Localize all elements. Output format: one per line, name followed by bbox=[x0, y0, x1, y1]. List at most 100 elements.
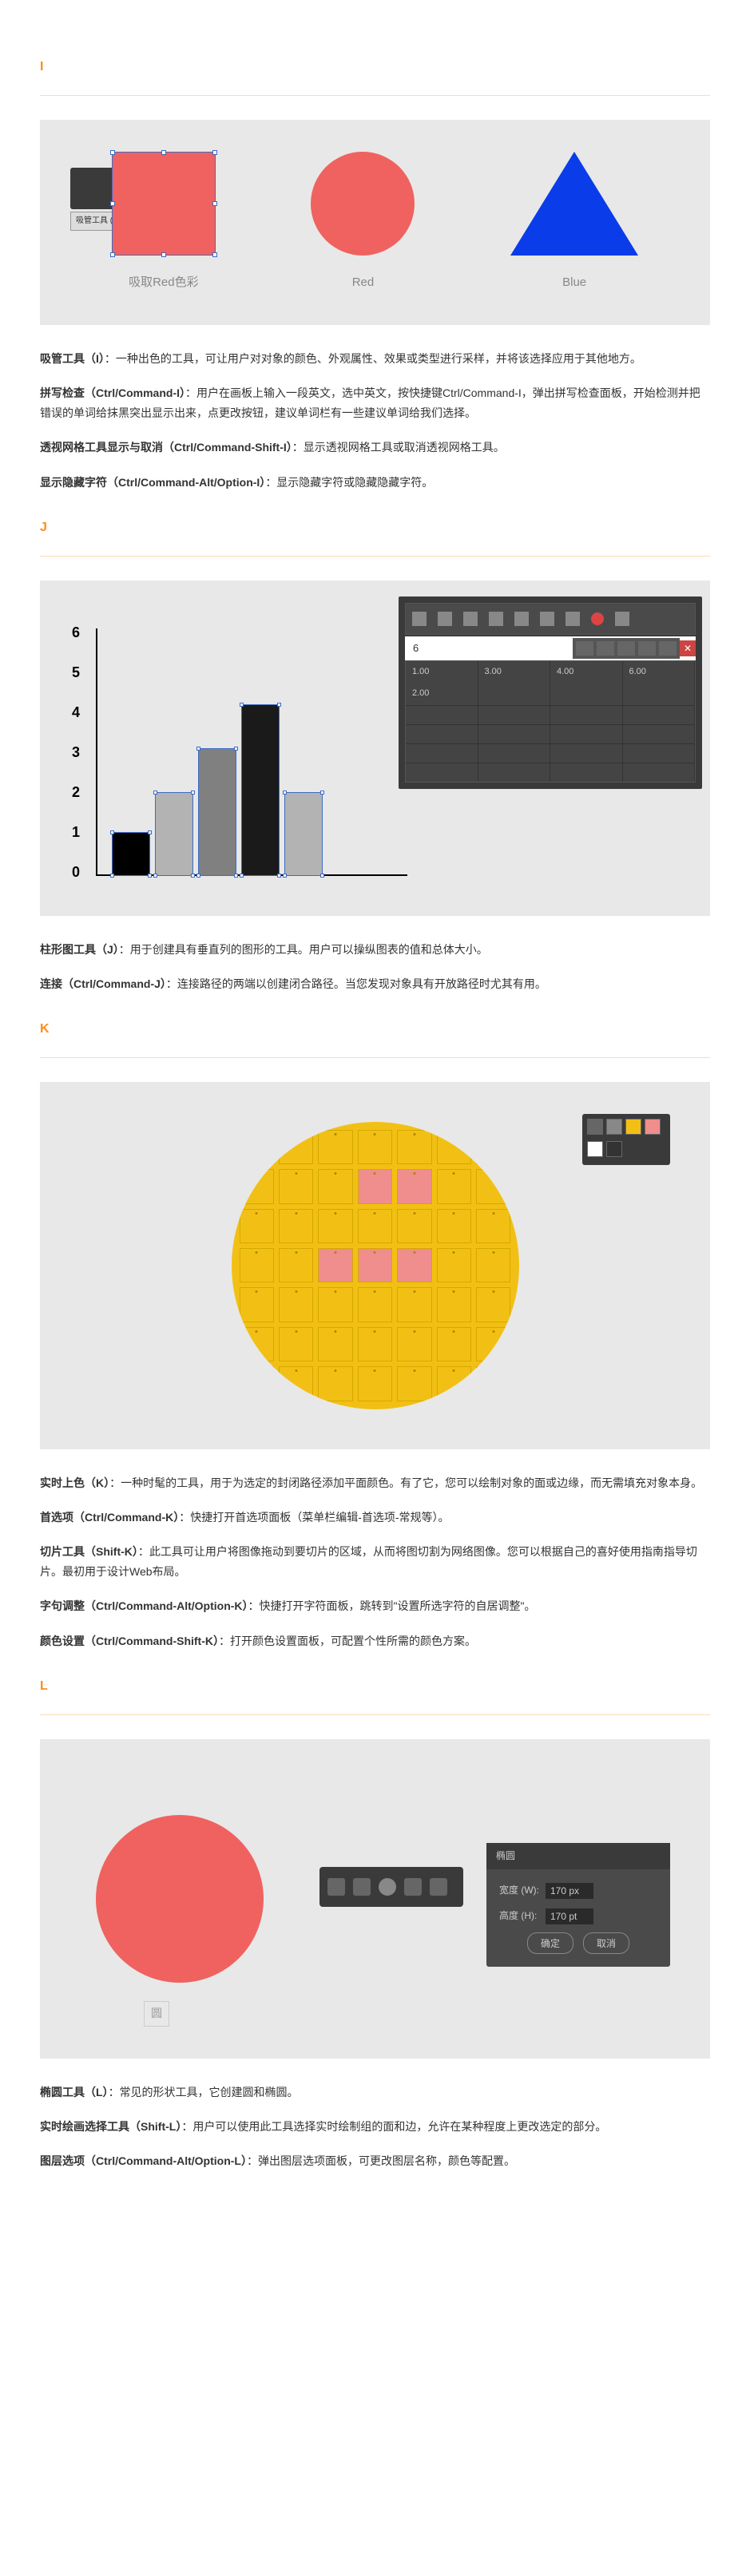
paint-tile[interactable] bbox=[279, 1287, 313, 1322]
paint-tile[interactable] bbox=[397, 1287, 431, 1322]
pie-chart-icon[interactable] bbox=[565, 612, 580, 626]
paint-tile[interactable] bbox=[397, 1209, 431, 1243]
swatch[interactable] bbox=[587, 1141, 603, 1157]
polygon-tool-icon[interactable] bbox=[404, 1878, 422, 1896]
paint-tile[interactable] bbox=[437, 1366, 471, 1401]
table-header-cell[interactable]: 6.00 bbox=[623, 661, 696, 684]
paint-tile[interactable] bbox=[279, 1327, 313, 1361]
paint-tile[interactable] bbox=[318, 1209, 352, 1243]
close-button[interactable]: ✕ bbox=[680, 640, 696, 656]
paint-tile[interactable] bbox=[397, 1366, 431, 1401]
paint-tile[interactable] bbox=[476, 1209, 510, 1243]
paint-tile[interactable] bbox=[318, 1130, 352, 1164]
paint-tile[interactable] bbox=[358, 1248, 392, 1282]
stacked-chart-icon[interactable] bbox=[438, 612, 452, 626]
paint-tile[interactable] bbox=[437, 1248, 471, 1282]
paint-tile[interactable] bbox=[279, 1248, 313, 1282]
swatch[interactable] bbox=[645, 1119, 661, 1135]
paint-tile[interactable] bbox=[318, 1248, 352, 1282]
column-chart-icon[interactable] bbox=[412, 612, 427, 626]
paint-tile[interactable] bbox=[279, 1169, 313, 1203]
table-cell[interactable] bbox=[478, 683, 551, 705]
table-header-cell[interactable]: 4.00 bbox=[550, 661, 623, 684]
paint-tile[interactable] bbox=[240, 1169, 274, 1203]
swap-button[interactable] bbox=[617, 641, 635, 656]
swatch[interactable] bbox=[625, 1119, 641, 1135]
table-cell[interactable] bbox=[623, 683, 696, 705]
paint-tile[interactable] bbox=[279, 1366, 313, 1401]
transpose-button[interactable] bbox=[597, 641, 614, 656]
chart-type-icons[interactable] bbox=[405, 603, 696, 635]
ellipse-tool-icon[interactable] bbox=[379, 1878, 396, 1896]
paint-tile[interactable] bbox=[476, 1327, 510, 1361]
paint-tile[interactable] bbox=[318, 1366, 352, 1401]
paint-tile[interactable] bbox=[476, 1287, 510, 1322]
table-header-cell[interactable]: 1.00 bbox=[406, 661, 478, 684]
settings-icon[interactable] bbox=[615, 612, 629, 626]
paint-tile[interactable] bbox=[318, 1327, 352, 1361]
graph-data-panel[interactable]: 6 ✕ 1.00 3.00 4.00 6.00 2.00 bbox=[399, 596, 702, 790]
paint-tile[interactable] bbox=[279, 1209, 313, 1243]
paint-tile[interactable] bbox=[358, 1130, 392, 1164]
paint-tile[interactable] bbox=[358, 1169, 392, 1203]
ok-button[interactable]: 确定 bbox=[527, 1932, 573, 1954]
paint-tile[interactable] bbox=[240, 1287, 274, 1322]
paint-tile[interactable] bbox=[476, 1169, 510, 1203]
swatch[interactable] bbox=[606, 1119, 622, 1135]
paint-tile[interactable] bbox=[476, 1130, 510, 1164]
paint-tile[interactable] bbox=[397, 1130, 431, 1164]
paint-tile[interactable] bbox=[240, 1366, 274, 1401]
chart-bar[interactable] bbox=[198, 748, 236, 876]
data-table[interactable]: 1.00 3.00 4.00 6.00 2.00 bbox=[405, 660, 696, 783]
apply-button[interactable] bbox=[659, 641, 677, 656]
area-chart-icon[interactable] bbox=[514, 612, 529, 626]
chart-bar[interactable] bbox=[284, 792, 323, 876]
live-paint-circle[interactable] bbox=[232, 1122, 519, 1409]
paint-tile[interactable] bbox=[358, 1287, 392, 1322]
paint-tile[interactable] bbox=[437, 1130, 471, 1164]
ellipse-dialog[interactable]: 椭圆 宽度 (W): 高度 (H): 确定 取消 bbox=[486, 1843, 670, 1968]
ellipse-shape[interactable] bbox=[96, 1815, 264, 1983]
paint-tile[interactable] bbox=[437, 1287, 471, 1322]
data-input[interactable]: 6 bbox=[405, 639, 573, 657]
height-input[interactable] bbox=[546, 1908, 593, 1924]
table-cell[interactable]: 2.00 bbox=[406, 683, 478, 705]
paint-tile[interactable] bbox=[437, 1327, 471, 1361]
paint-tile[interactable] bbox=[437, 1169, 471, 1203]
paint-tile[interactable] bbox=[397, 1169, 431, 1203]
paint-tile[interactable] bbox=[240, 1130, 274, 1164]
table-header-cell[interactable]: 3.00 bbox=[478, 661, 551, 684]
chart-bar[interactable] bbox=[112, 832, 150, 876]
radar-chart-icon[interactable] bbox=[591, 612, 604, 625]
paint-tile[interactable] bbox=[318, 1169, 352, 1203]
paint-tile[interactable] bbox=[240, 1327, 274, 1361]
paint-tile[interactable] bbox=[240, 1209, 274, 1243]
paint-tile[interactable] bbox=[279, 1130, 313, 1164]
paint-tile[interactable] bbox=[240, 1248, 274, 1282]
cancel-button[interactable]: 取消 bbox=[583, 1932, 629, 1954]
paint-tile[interactable] bbox=[358, 1209, 392, 1243]
line-chart-icon[interactable] bbox=[489, 612, 503, 626]
chart-bar[interactable] bbox=[155, 792, 193, 876]
paint-tile[interactable] bbox=[397, 1248, 431, 1282]
import-button[interactable] bbox=[576, 641, 593, 656]
paint-tile[interactable] bbox=[358, 1327, 392, 1361]
chart-bar[interactable] bbox=[241, 704, 280, 876]
star-tool-icon[interactable] bbox=[430, 1878, 447, 1896]
scatter-chart-icon[interactable] bbox=[540, 612, 554, 626]
bar-chart-icon[interactable] bbox=[463, 612, 478, 626]
paint-tile[interactable] bbox=[476, 1366, 510, 1401]
revert-button[interactable] bbox=[638, 641, 656, 656]
paint-tile[interactable] bbox=[358, 1366, 392, 1401]
paint-tile[interactable] bbox=[437, 1209, 471, 1243]
paint-tile[interactable] bbox=[476, 1248, 510, 1282]
rounded-rect-tool-icon[interactable] bbox=[353, 1878, 371, 1896]
width-input[interactable] bbox=[546, 1883, 593, 1899]
paint-tile[interactable] bbox=[318, 1287, 352, 1322]
rectangle-tool-icon[interactable] bbox=[327, 1878, 345, 1896]
swatch[interactable] bbox=[587, 1119, 603, 1135]
swatch[interactable] bbox=[606, 1141, 622, 1157]
red-square-shape[interactable] bbox=[112, 152, 216, 256]
paint-tile[interactable] bbox=[397, 1327, 431, 1361]
swatch-panel[interactable] bbox=[582, 1114, 670, 1165]
